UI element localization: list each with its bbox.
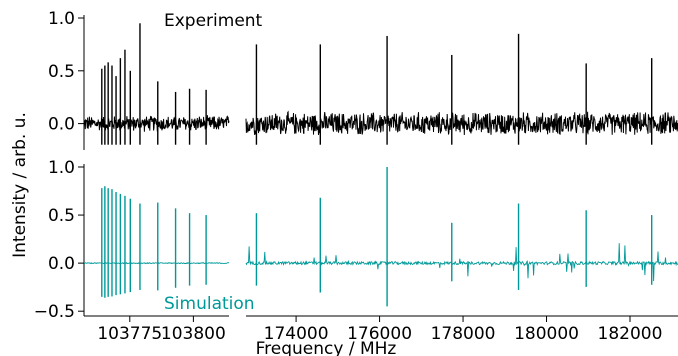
experiment-annotation: Experiment [164, 11, 263, 31]
y-axis-label: Intensity / arb. u. [10, 112, 30, 258]
spectrum-trace [83, 115, 230, 132]
x-tick-label: 176000 [347, 324, 412, 344]
spectrum-trace [245, 243, 678, 282]
y-tick-label: −0.5 [34, 302, 75, 322]
spectrum-trace [83, 261, 230, 265]
simulation-panel: 1.0 0.5 0.0 −0.5 [34, 158, 678, 322]
y-tick-label: 0.0 [48, 115, 75, 135]
x-tick-label: 103775 [97, 324, 162, 344]
spectrum-trace [245, 110, 678, 136]
x-tick-label: 180000 [514, 324, 579, 344]
y-tick-label: 1.0 [48, 158, 75, 178]
x-axis-label: Frequency / MHz [256, 339, 397, 356]
y-tick-label: 0.5 [48, 62, 75, 82]
x-tick-label: 178000 [431, 324, 496, 344]
y-tick-label: 0.5 [48, 206, 75, 226]
y-tick-label: 0.0 [48, 254, 75, 274]
y-tick-label: 1.0 [48, 9, 75, 29]
x-tick-label: 103800 [161, 324, 226, 344]
simulation-annotation: Simulation [164, 294, 255, 314]
experiment-panel: 1.0 0.5 0.0 [48, 9, 678, 150]
x-tick-label: 182000 [598, 324, 663, 344]
x-tick-label: 174000 [264, 324, 329, 344]
